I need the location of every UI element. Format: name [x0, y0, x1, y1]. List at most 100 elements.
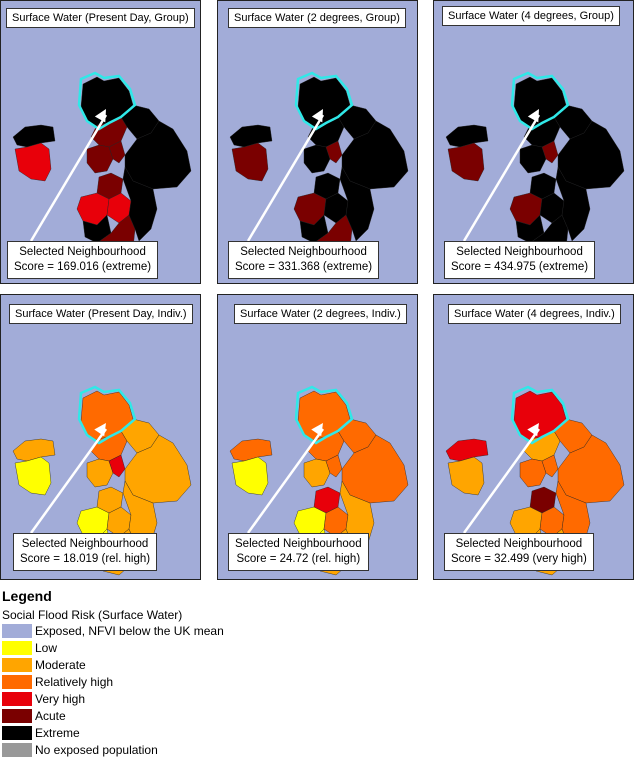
selected-neighbourhood-outline: [77, 385, 137, 445]
selected-neighbourhood-outline: [510, 71, 570, 131]
legend-label: Relatively high: [35, 675, 114, 689]
legend-label: Low: [35, 641, 58, 655]
legend-swatch: [2, 624, 32, 638]
selected-neighbourhood-box: Selected Neighbourhood Score = 24.72 (re…: [228, 533, 369, 571]
legend-swatch: [2, 675, 32, 689]
pointer-arrow-head: [311, 109, 323, 123]
info-heading: Selected Neighbourhood: [235, 538, 362, 550]
neighbourhood-region: [86, 144, 114, 174]
neighbourhood-layer: [445, 71, 625, 262]
neighbourhood-region: [557, 120, 625, 190]
selected-neighbourhood-box: Selected Neighbourhood Score = 434.975 (…: [444, 241, 596, 279]
selected-neighbourhood-box: Selected Neighbourhood Score = 169.016 (…: [7, 241, 159, 279]
map-title: Surface Water (2 degrees, Group): [228, 8, 406, 28]
neighbourhood-region: [341, 434, 409, 504]
selected-neighbourhood-box: Selected Neighbourhood Score = 331.368 (…: [228, 241, 380, 279]
info-score: Score = 169.016 (extreme): [14, 261, 152, 273]
map-title: Surface Water (Present Day, Indiv.): [9, 304, 193, 324]
neighbourhood-region: [303, 144, 331, 174]
neighbourhood-region: [229, 438, 273, 462]
info-heading: Selected Neighbourhood: [240, 246, 367, 258]
neighbourhood-layer: [12, 71, 192, 262]
legend-subtitle: Social Flood Risk (Surface Water): [2, 608, 183, 622]
pointer-arrow-line: [29, 114, 108, 242]
legend-swatch: [2, 743, 32, 757]
legend-label: Acute: [35, 709, 66, 723]
map-panel: Surface Water (4 degrees, Indiv.) Select…: [433, 294, 634, 580]
info-heading: Selected Neighbourhood: [456, 246, 583, 258]
legend-swatch: [2, 641, 32, 655]
map-graphic: [445, 71, 625, 262]
selected-neighbourhood-outline: [294, 385, 354, 445]
pointer-arrow-line: [462, 428, 541, 534]
neighbourhood-region: [519, 458, 547, 488]
neighbourhood-region: [14, 456, 52, 496]
pointer-arrow-line: [462, 114, 541, 242]
neighbourhood-region: [231, 456, 269, 496]
pointer-arrow-head: [527, 109, 539, 123]
legend-swatch: [2, 692, 32, 706]
info-heading: Selected Neighbourhood: [455, 538, 583, 550]
neighbourhood-region: [541, 454, 559, 478]
neighbourhood-region: [12, 438, 56, 462]
map-title: Surface Water (Present Day, Group): [6, 8, 195, 28]
selected-neighbourhood-box: Selected Neighbourhood Score = 32.499 (v…: [444, 533, 594, 571]
neighbourhood-region: [447, 456, 485, 496]
pointer-arrow-head: [527, 423, 539, 437]
neighbourhood-region: [86, 458, 114, 488]
legend-swatch: [2, 709, 32, 723]
neighbourhood-region: [341, 120, 409, 190]
neighbourhood-region: [108, 140, 126, 164]
map-panel: Surface Water (Present Day, Group) Selec…: [0, 0, 201, 284]
neighbourhood-region: [325, 454, 343, 478]
map-panel: Surface Water (Present Day, Indiv.) Sele…: [0, 294, 201, 580]
info-heading: Selected Neighbourhood: [21, 538, 149, 550]
legend-swatch: [2, 658, 32, 672]
legend-label: Very high: [35, 692, 86, 706]
neighbourhood-region: [303, 458, 331, 488]
neighbourhood-region: [447, 142, 485, 182]
neighbourhood-region: [519, 144, 547, 174]
legend-label: Moderate: [35, 658, 86, 672]
info-score: Score = 331.368 (extreme): [235, 261, 373, 273]
map-title: Surface Water (4 degrees, Group): [442, 6, 620, 26]
pointer-arrow-line: [246, 428, 325, 534]
info-score: Score = 434.975 (extreme): [451, 261, 589, 273]
pointer-arrow-head: [94, 109, 106, 123]
neighbourhood-region: [124, 120, 192, 190]
map-panel: Surface Water (2 degrees, Indiv.) Select…: [217, 294, 418, 580]
neighbourhood-region: [445, 124, 489, 148]
map-panel: Surface Water (2 degrees, Group) Selecte…: [217, 0, 418, 284]
info-score: Score = 24.72 (rel. high): [236, 553, 361, 565]
info-score: Score = 32.499 (very high): [451, 553, 587, 565]
neighbourhood-region: [14, 142, 52, 182]
map-panel: Surface Water (4 degrees, Group) Selecte…: [433, 0, 634, 284]
neighbourhood-region: [124, 434, 192, 504]
pointer-arrow-line: [246, 114, 325, 242]
selected-neighbourhood-outline: [294, 71, 354, 131]
neighbourhood-layer: [229, 71, 409, 262]
selected-neighbourhood-outline: [77, 71, 137, 131]
pointer-arrow-head: [311, 423, 323, 437]
selected-neighbourhood-outline: [510, 385, 570, 445]
neighbourhood-region: [325, 140, 343, 164]
neighbourhood-region: [541, 140, 559, 164]
selected-neighbourhood-box: Selected Neighbourhood Score = 18.019 (r…: [13, 533, 158, 571]
neighbourhood-region: [229, 124, 273, 148]
info-heading: Selected Neighbourhood: [19, 246, 146, 258]
pointer-arrow-line: [29, 428, 108, 534]
info-score: Score = 18.019 (rel. high): [20, 553, 151, 565]
legend-swatch: [2, 726, 32, 740]
pointer-arrow-head: [94, 423, 106, 437]
map-title: Surface Water (4 degrees, Indiv.): [448, 304, 621, 324]
neighbourhood-region: [12, 124, 56, 148]
neighbourhood-region: [557, 434, 625, 504]
legend-heading: Legend: [2, 588, 52, 604]
neighbourhood-region: [108, 454, 126, 478]
legend-label: Extreme: [35, 726, 80, 740]
neighbourhood-region: [445, 438, 489, 462]
legend-label: No exposed population: [35, 743, 158, 757]
map-title: Surface Water (2 degrees, Indiv.): [234, 304, 407, 324]
neighbourhood-region: [231, 142, 269, 182]
legend-label: Exposed, NFVI below the UK mean: [35, 624, 224, 638]
